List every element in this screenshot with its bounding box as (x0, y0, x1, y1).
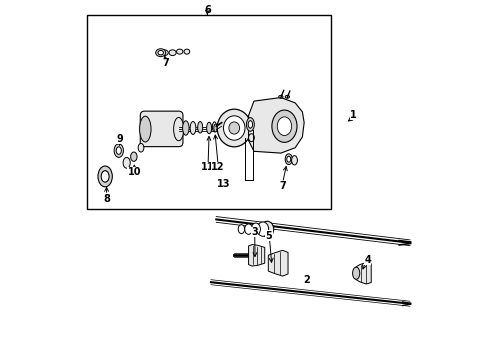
Bar (87, 15, 331, 209)
Text: 6: 6 (204, 5, 211, 15)
Ellipse shape (114, 144, 123, 157)
Text: 7: 7 (162, 58, 169, 68)
Text: 12: 12 (211, 162, 225, 172)
Polygon shape (269, 250, 288, 276)
Ellipse shape (292, 156, 297, 165)
Ellipse shape (285, 154, 293, 165)
Text: 4: 4 (364, 255, 371, 265)
Text: 11: 11 (201, 162, 215, 172)
Text: 9: 9 (116, 134, 123, 144)
Text: 10: 10 (128, 167, 141, 177)
Ellipse shape (101, 171, 109, 182)
Ellipse shape (238, 225, 245, 234)
Ellipse shape (183, 121, 189, 135)
Ellipse shape (138, 143, 144, 152)
Ellipse shape (131, 152, 137, 161)
Text: 8: 8 (103, 194, 110, 204)
Ellipse shape (257, 222, 269, 236)
Ellipse shape (197, 122, 203, 133)
Ellipse shape (285, 95, 290, 98)
Ellipse shape (160, 50, 168, 55)
Ellipse shape (173, 117, 184, 141)
Text: 3: 3 (251, 227, 258, 237)
Ellipse shape (287, 156, 291, 162)
Ellipse shape (279, 95, 283, 98)
Ellipse shape (248, 121, 252, 128)
Ellipse shape (272, 110, 297, 142)
Ellipse shape (214, 124, 218, 132)
Text: 13: 13 (217, 179, 230, 189)
Ellipse shape (223, 116, 245, 140)
Ellipse shape (251, 223, 260, 235)
Ellipse shape (123, 157, 130, 168)
Ellipse shape (246, 118, 254, 131)
Ellipse shape (169, 50, 176, 55)
Ellipse shape (217, 109, 251, 147)
Ellipse shape (176, 49, 183, 54)
Polygon shape (248, 98, 304, 153)
Ellipse shape (229, 122, 240, 134)
Ellipse shape (190, 122, 196, 134)
Ellipse shape (116, 147, 122, 154)
Polygon shape (356, 262, 371, 284)
Ellipse shape (261, 221, 274, 237)
Ellipse shape (156, 49, 166, 57)
Text: 2: 2 (303, 275, 310, 285)
Text: 7: 7 (279, 181, 286, 191)
Ellipse shape (353, 267, 360, 279)
Ellipse shape (158, 50, 164, 55)
Ellipse shape (98, 166, 112, 187)
Text: 5: 5 (266, 231, 272, 240)
Ellipse shape (140, 116, 151, 142)
FancyBboxPatch shape (140, 111, 183, 147)
Polygon shape (248, 244, 265, 266)
Ellipse shape (212, 122, 217, 132)
Ellipse shape (207, 122, 212, 134)
Ellipse shape (184, 49, 190, 54)
Ellipse shape (245, 224, 252, 234)
Ellipse shape (277, 117, 292, 135)
Ellipse shape (248, 134, 254, 141)
Text: 1: 1 (350, 110, 357, 120)
